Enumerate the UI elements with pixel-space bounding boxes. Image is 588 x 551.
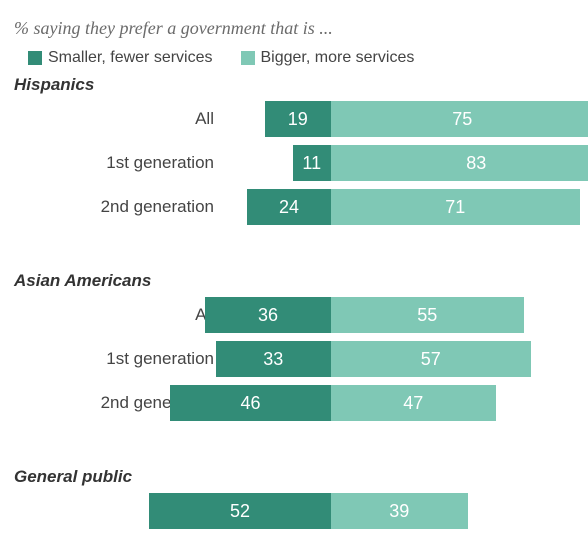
chart-row: 2nd generation4647 <box>14 381 574 425</box>
chart-body: HispanicsAll19751st generation11832nd ge… <box>14 75 574 533</box>
bar-bigger: 83 <box>331 145 588 181</box>
legend-swatch-smaller <box>28 51 42 65</box>
legend-label-smaller: Smaller, fewer services <box>48 49 213 67</box>
bar-area: 1183 <box>226 145 576 181</box>
row-label: 1st generation <box>14 349 226 369</box>
bar-smaller: 19 <box>265 101 332 137</box>
bar-smaller: 46 <box>170 385 331 421</box>
bar-area: 4647 <box>226 385 576 421</box>
bar-area: 1975 <box>226 101 576 137</box>
bar-bigger: 39 <box>331 493 468 529</box>
bar-area: 5239 <box>226 493 576 529</box>
bar-bigger: 47 <box>331 385 496 421</box>
bar-smaller: 52 <box>149 493 331 529</box>
legend-swatch-bigger <box>241 51 255 65</box>
chart-row: 1st generation3357 <box>14 337 574 381</box>
bar-area: 3655 <box>226 297 576 333</box>
chart-row: All3655 <box>14 293 574 337</box>
bar-smaller: 11 <box>293 145 332 181</box>
row-label: 1st generation <box>14 153 226 173</box>
row-label: All <box>14 109 226 129</box>
bar-bigger: 57 <box>331 341 531 377</box>
legend-item-smaller: Smaller, fewer services <box>28 49 213 67</box>
chart-row: 1st generation1183 <box>14 141 574 185</box>
bar-area: 2471 <box>226 189 576 225</box>
group-gap <box>14 425 574 459</box>
group-gap <box>14 229 574 263</box>
group-heading: Asian Americans <box>14 271 574 291</box>
legend-label-bigger: Bigger, more services <box>261 49 415 67</box>
legend-item-bigger: Bigger, more services <box>241 49 415 67</box>
bar-smaller: 33 <box>216 341 332 377</box>
row-label: All <box>14 305 226 325</box>
chart-row: 2nd generation2471 <box>14 185 574 229</box>
bar-bigger: 75 <box>331 101 588 137</box>
bar-smaller: 24 <box>247 189 331 225</box>
bar-bigger: 55 <box>331 297 524 333</box>
row-label: 2nd generation <box>14 197 226 217</box>
chart-subtitle: % saying they prefer a government that i… <box>14 18 574 39</box>
bar-area: 3357 <box>226 341 576 377</box>
bar-smaller: 36 <box>205 297 331 333</box>
group-heading: Hispanics <box>14 75 574 95</box>
group-heading: General public <box>14 467 574 487</box>
chart-row: All1975 <box>14 97 574 141</box>
bar-bigger: 71 <box>331 189 580 225</box>
chart-row: 5239 <box>14 489 574 533</box>
legend: Smaller, fewer services Bigger, more ser… <box>14 49 574 67</box>
